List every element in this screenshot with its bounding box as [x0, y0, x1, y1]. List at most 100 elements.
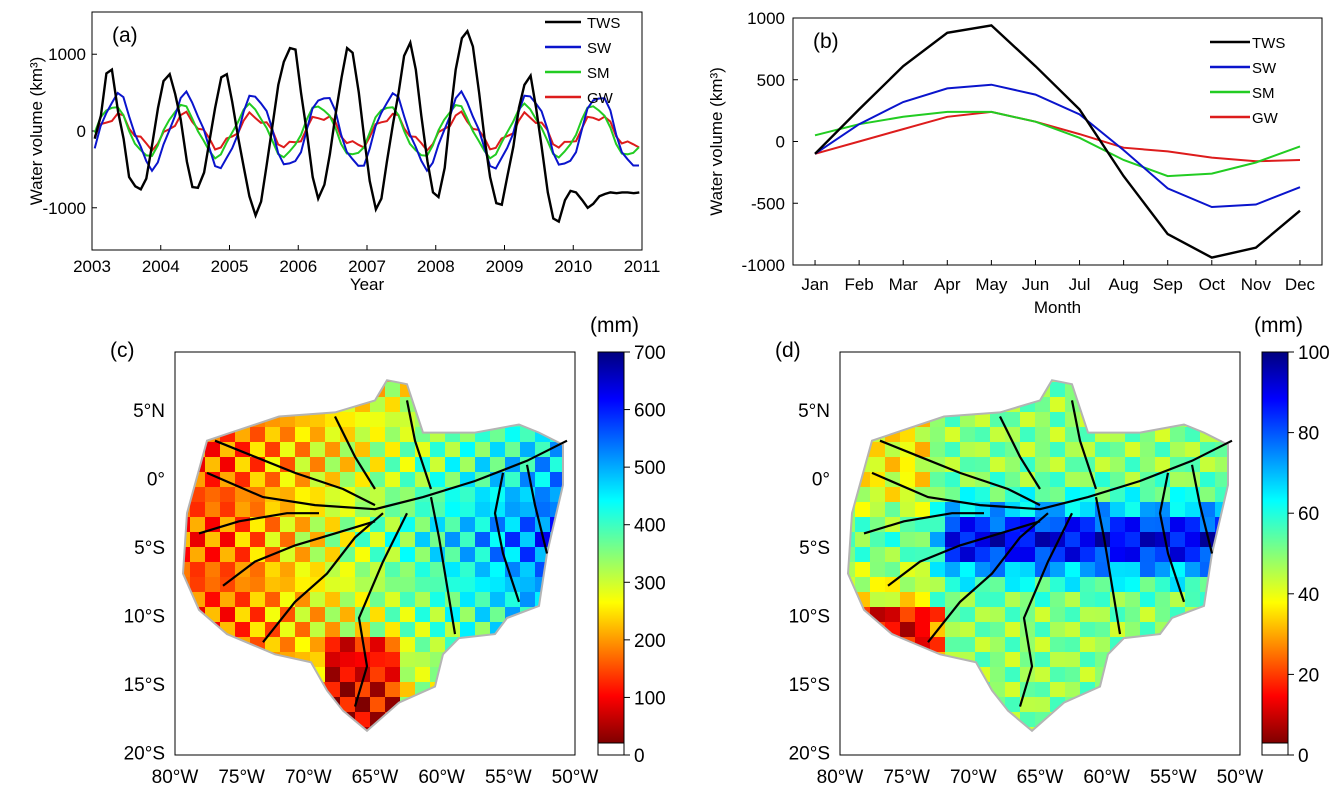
series-line-sw: [814, 83, 1301, 209]
heatmap-cell: [848, 667, 856, 683]
heatmap-cell: [415, 380, 431, 383]
heatmap-cell: [1005, 487, 1021, 503]
heatmap-cell: [460, 532, 476, 548]
heatmap-cell: [415, 697, 431, 713]
heatmap-cell: [340, 472, 356, 488]
heatmap-cell: [885, 487, 901, 503]
heatmap-cell: [1035, 652, 1051, 668]
heatmap-cell: [280, 442, 296, 458]
heatmap-cell: [265, 502, 281, 518]
heatmap-cell: [855, 682, 871, 698]
heatmap-cell: [415, 397, 431, 413]
x-tick-label: 55°W: [1150, 767, 1197, 785]
heatmap-cell: [960, 397, 976, 413]
heatmap-cell: [205, 652, 221, 668]
heatmap-cell: [900, 397, 916, 413]
heatmap-cell: [1050, 442, 1066, 458]
heatmap-cell: [520, 547, 536, 563]
heatmap-cell: [1185, 592, 1201, 608]
heatmap-cell: [990, 427, 1006, 443]
heatmap-cell: [915, 562, 931, 578]
heatmap-cell: [550, 637, 563, 653]
heatmap-cell: [460, 502, 476, 518]
heatmap-cell: [490, 712, 506, 728]
heatmap-cell: [1095, 442, 1111, 458]
x-axis-label: Month: [1034, 298, 1081, 317]
heatmap-cell: [1065, 472, 1081, 488]
heatmap-cell: [1095, 427, 1111, 443]
heatmap-cell: [550, 397, 563, 413]
heatmap-cell: [900, 412, 916, 428]
heatmap-cell: [190, 532, 206, 548]
heatmap-cell: [550, 592, 563, 608]
panel-letter: (b): [813, 30, 839, 53]
heatmap-cell: [475, 532, 491, 548]
heatmap-cell: [550, 577, 563, 593]
heatmap-cell: [990, 607, 1006, 623]
heatmap-cell: [1125, 667, 1141, 683]
river-line: [525, 464, 549, 554]
heatmap-cell: [1155, 727, 1171, 731]
heatmap-cell: [1215, 442, 1228, 458]
heatmap-cell: [265, 682, 281, 698]
heatmap-cell: [520, 622, 536, 638]
heatmap-cell: [475, 517, 491, 533]
heatmap-cell: [190, 547, 206, 563]
heatmap-cell: [385, 412, 401, 428]
river-line: [1190, 464, 1214, 554]
heatmap-cell: [1005, 472, 1021, 488]
heatmap-cell: [990, 652, 1006, 668]
heatmap-cell: [430, 380, 446, 383]
colorbar-tick-label: 100: [1298, 343, 1330, 364]
heatmap-cell: [385, 487, 401, 503]
heatmap-cell: [385, 517, 401, 533]
heatmap-cell: [220, 727, 236, 731]
heatmap-cell: [1095, 517, 1111, 533]
heatmap-cell: [535, 472, 551, 488]
heatmap-cell: [550, 487, 563, 503]
heatmap-cell: [183, 637, 191, 653]
heatmap-cell: [1005, 532, 1021, 548]
heatmap-cell: [475, 667, 491, 683]
heatmap-cell: [1065, 577, 1081, 593]
heatmap-cell: [205, 667, 221, 683]
heatmap-cell: [235, 712, 251, 728]
heatmap-cell: [848, 427, 856, 443]
heatmap-cell: [235, 697, 251, 713]
heatmap-cell: [535, 682, 551, 698]
heatmap-cell: [960, 380, 976, 383]
heatmap-cell: [990, 547, 1006, 563]
heatmap-cell: [430, 637, 446, 653]
heatmap-cell: [870, 487, 886, 503]
series-line-sm: [93, 102, 640, 160]
heatmap-cell: [183, 592, 191, 608]
heatmap-cell: [490, 502, 506, 518]
heatmap-cell: [520, 502, 536, 518]
heatmap-cell: [1095, 592, 1111, 608]
heatmap-cell: [848, 397, 856, 413]
heatmap-cell: [900, 547, 916, 563]
heatmap-cell: [990, 637, 1006, 653]
heatmap-cell: [205, 637, 221, 653]
map-frame: [174, 351, 576, 756]
heatmap-cell: [370, 397, 386, 413]
heatmap-cell: [250, 380, 266, 383]
heatmap-cell: [1215, 592, 1228, 608]
heatmap-cell: [1110, 412, 1126, 428]
heatmap-cell: [1170, 442, 1186, 458]
colorbar-tick-label: 500: [634, 458, 666, 479]
heatmap-cell: [505, 397, 521, 413]
heatmap-cell: [945, 382, 961, 398]
heatmap-cell: [960, 622, 976, 638]
heatmap-cell: [235, 380, 251, 383]
heatmap-cell: [445, 382, 461, 398]
heatmap-cell: [235, 352, 251, 368]
heatmap-cell: [990, 487, 1006, 503]
heatmap-cell: [1065, 352, 1081, 368]
heatmap-cell: [1035, 352, 1051, 368]
heatmap-cell: [870, 607, 886, 623]
heatmap-cell: [220, 442, 236, 458]
heatmap-cell: [915, 352, 931, 368]
heatmap-cell: [520, 532, 536, 548]
